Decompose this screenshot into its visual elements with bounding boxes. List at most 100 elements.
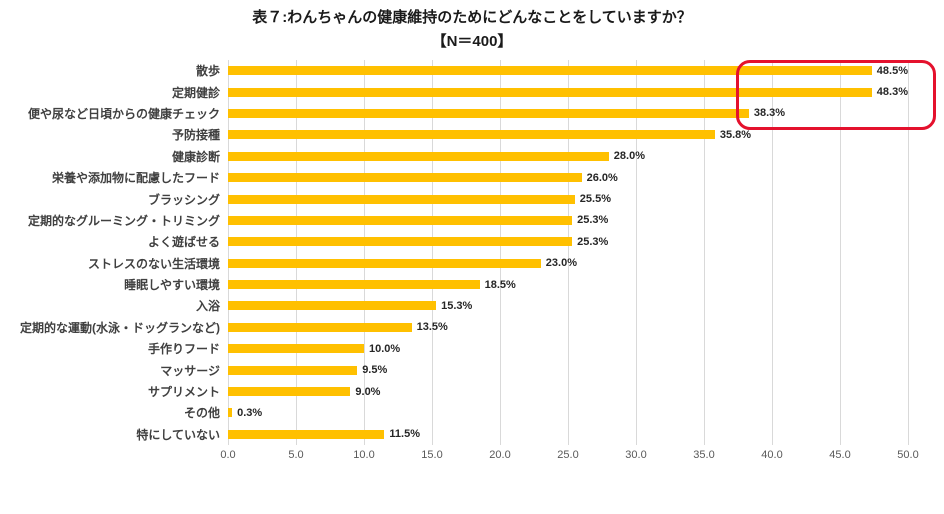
bar-row: 健康診断 28.0%: [0, 146, 908, 167]
bar-track: 23.0%: [228, 257, 908, 269]
category-label: 定期健診: [171, 85, 220, 100]
value-label: 0.3%: [237, 406, 263, 419]
value-label: 26.0%: [586, 171, 618, 184]
bar-row: よく遊ばせる 25.3%: [0, 231, 908, 252]
bar-row: サプリメント 9.0%: [0, 381, 908, 402]
value-label: 38.3%: [753, 107, 786, 120]
category-label: 予防接種: [171, 128, 220, 143]
bar-track: 28.0%: [228, 150, 908, 162]
bar-track: 9.5%: [228, 364, 908, 376]
bar-track: 25.3%: [228, 214, 908, 226]
bar: [228, 322, 412, 332]
bar-row: マッサージ 9.5%: [0, 359, 908, 380]
bar: [228, 66, 872, 76]
grid-line: [772, 60, 773, 445]
value-label: 28.0%: [613, 150, 645, 163]
category-label: 睡眠しやすい環境: [124, 278, 220, 293]
bar: [228, 215, 573, 225]
bar: [228, 87, 872, 97]
bar-track: 11.5%: [228, 428, 908, 440]
value-label: 9.5%: [362, 364, 388, 377]
bar-row: 睡眠しやすい環境 18.5%: [0, 274, 908, 295]
grid-line: [500, 60, 501, 445]
bar: [228, 173, 582, 183]
bar-row: 入浴 15.3%: [0, 295, 908, 316]
grid-line: [432, 60, 433, 445]
bar: [228, 108, 749, 118]
grid-line: [908, 60, 909, 445]
bar-track: 35.8%: [228, 129, 908, 141]
category-label: 便や尿など日頃からの健康チェック: [27, 106, 220, 121]
bar: [228, 387, 351, 397]
value-label: 25.3%: [577, 214, 609, 227]
category-label: 定期的な運動(水泳・ドッグランなど): [20, 320, 220, 335]
bar-row: ブラッシング 25.5%: [0, 188, 908, 209]
bar-row: 栄養や添加物に配慮したフード 26.0%: [0, 167, 908, 188]
value-label: 15.3%: [441, 299, 473, 312]
x-axis-tick-label: 40.0: [761, 449, 783, 461]
value-label: 48.3%: [876, 86, 908, 99]
bar-track: 15.3%: [228, 300, 908, 312]
x-axis-tick-label: 15.0: [421, 449, 443, 461]
grid-line: [228, 60, 229, 445]
bar-row: 便や尿など日頃からの健康チェック 38.3%: [0, 103, 908, 124]
value-label: 9.0%: [355, 385, 381, 398]
x-axis-tick-label: 20.0: [489, 449, 511, 461]
category-label: 手作りフード: [147, 342, 220, 357]
x-axis-tick-label: 10.0: [353, 449, 375, 461]
bar-track: 25.3%: [228, 236, 908, 248]
value-label: 25.5%: [579, 193, 611, 206]
bar: [228, 365, 358, 375]
value-label: 35.8%: [719, 128, 752, 141]
category-label: 散歩: [195, 64, 220, 79]
bar-row: 定期健診 48.3%: [0, 81, 908, 102]
category-label: サプリメント: [147, 385, 220, 400]
value-label: 18.5%: [484, 278, 516, 291]
value-label: 25.3%: [577, 235, 609, 248]
chart-title: 表７:わんちゃんの健康維持のためにどんなことをしていますか？: [252, 9, 692, 26]
bar-track: 0.3%: [228, 407, 908, 419]
bar-row: 手作りフード 10.0%: [0, 338, 908, 359]
value-label: 13.5%: [416, 321, 448, 334]
category-label: よく遊ばせる: [147, 235, 220, 250]
category-label: 定期的なグルーミング・トリミング: [27, 213, 220, 228]
x-axis-tick-label: 30.0: [625, 449, 647, 461]
bar: [228, 280, 480, 290]
bar-track: 18.5%: [228, 279, 908, 291]
value-label: 23.0%: [545, 257, 577, 270]
grid-line: [704, 60, 705, 445]
bar-row: 予防接種 35.8%: [0, 124, 908, 145]
bar-track: 26.0%: [228, 172, 908, 184]
bar: [228, 237, 573, 247]
plot-area: 散歩 48.5% 定期健診 48.3% 便や尿など日頃からの健康チェック 38.3% 予防接…: [0, 60, 919, 465]
chart-subtitle: 【N＝400】: [431, 33, 513, 50]
category-label: マッサージ: [160, 363, 220, 378]
chart-header: 表７:わんちゃんの健康維持のためにどんなことをしていますか？ 【N＝400】: [0, 0, 944, 54]
x-axis-tick-label: 45.0: [829, 449, 851, 461]
bar-row: 散歩 48.5%: [0, 60, 908, 81]
bar: [228, 130, 715, 140]
category-label: 特にしていない: [136, 427, 220, 442]
bar: [228, 301, 437, 311]
bar-track: 48.3%: [228, 86, 908, 98]
bar-row: 定期的な運動(水泳・ドッグランなど) 13.5%: [0, 317, 908, 338]
grid-line: [840, 60, 841, 445]
x-axis-tick-label: 35.0: [693, 449, 715, 461]
bar-rows: 散歩 48.5% 定期健診 48.3% 便や尿など日頃からの健康チェック 38.3% 予防接…: [0, 60, 908, 445]
bar-track: 9.0%: [228, 386, 908, 398]
gridlines: [228, 60, 909, 445]
bar-row: ストレスのない生活環境 23.0%: [0, 253, 908, 274]
value-label: 48.5%: [876, 64, 908, 77]
bar: [228, 258, 541, 268]
value-label: 10.0%: [369, 342, 401, 355]
bar-track: 38.3%: [228, 107, 908, 119]
category-label: ストレスのない生活環境: [87, 256, 220, 271]
bar: [228, 429, 385, 439]
bar: [228, 344, 364, 354]
x-axis-tick-label: 5.0: [288, 449, 304, 461]
category-label: 栄養や添加物に配慮したフード: [51, 171, 220, 186]
grid-line: [636, 60, 637, 445]
grid-line: [568, 60, 569, 445]
category-label: その他: [183, 406, 220, 421]
